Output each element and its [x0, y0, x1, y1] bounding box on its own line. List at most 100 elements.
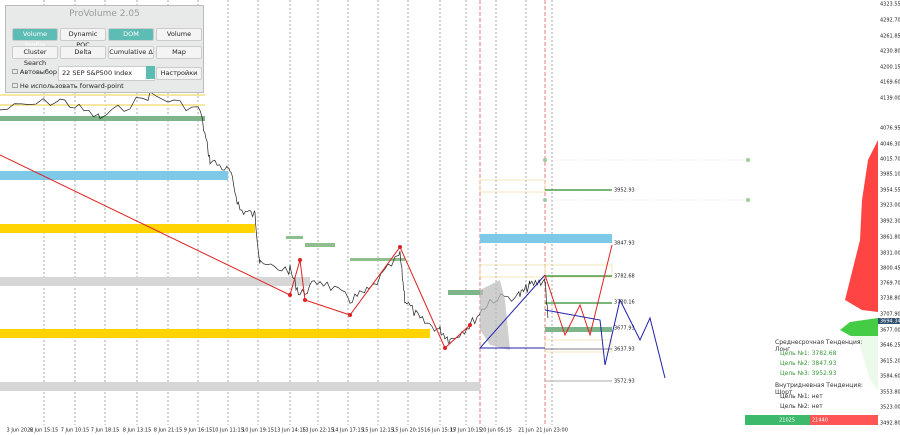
price-label: 3584.60	[880, 374, 900, 380]
mid-target: Цель №2: 3847.93	[780, 360, 837, 367]
panel-button[interactable]: Delta	[60, 46, 106, 59]
auto-checkbox[interactable]: ☐ Автовыбор	[12, 68, 58, 76]
zone-outline	[479, 264, 546, 278]
time-label: 15 Jun 12:15	[362, 428, 394, 434]
forward-label: Не использовать forward-point	[19, 82, 124, 90]
price-label: 3954.55	[880, 188, 900, 194]
instrument-select[interactable]: 22 SEP S&P500 Index	[58, 66, 155, 81]
mid-target: Цель №3: 3952.93	[780, 370, 837, 377]
blue-projection	[544, 298, 666, 379]
auto-label: Автовыбор	[19, 68, 58, 76]
price-line	[0, 91, 549, 344]
price-label: 3831.00	[880, 251, 900, 257]
price-label: 3985.10	[880, 172, 900, 178]
price-label: 3646.25	[880, 343, 900, 349]
zone	[305, 243, 335, 247]
zigzag-point	[468, 323, 472, 327]
zone	[350, 258, 405, 261]
time-label: 15 Jun 20:15	[392, 428, 424, 434]
blue-lines	[478, 274, 546, 349]
axis-bg	[878, 0, 900, 435]
zone	[0, 104, 205, 106]
zone	[0, 277, 310, 286]
zone	[448, 290, 483, 295]
current-price	[878, 318, 900, 324]
price-label: 4076.95	[880, 126, 900, 132]
panel-button[interactable]: Volume Profile	[12, 28, 58, 49]
panel-button[interactable]: Map	[156, 46, 202, 59]
zone	[0, 171, 228, 180]
price-label: 3923.00	[880, 203, 900, 209]
mid-target: Цель №1: 3782.68	[780, 350, 837, 357]
intra-target: Цель №1: нет	[780, 393, 823, 400]
price-label: 3800.45	[880, 266, 900, 272]
price-label: 4015.70	[880, 157, 900, 163]
price-label: 3492.80	[880, 421, 900, 427]
zigzag-point	[398, 245, 402, 249]
price-label: 4323.55	[880, 2, 900, 8]
counter-red	[810, 415, 878, 425]
time-label: 13 Jun 22:15	[302, 428, 334, 434]
zone-outline	[544, 339, 613, 353]
zigzag-point	[288, 293, 292, 297]
zone	[0, 329, 430, 338]
price-label: 3861.80	[880, 235, 900, 241]
zone-outline	[479, 179, 546, 193]
price-label: 4230.80	[880, 49, 900, 55]
price-label: 4169.60	[880, 80, 900, 86]
panel-button[interactable]: Cumulative Δ	[108, 46, 154, 59]
zone	[480, 234, 612, 243]
time-label: 10 Jun 11:15	[212, 428, 244, 434]
zone	[0, 382, 480, 391]
volume-profile	[480, 280, 510, 350]
time-label: 7 Jun 10:15	[61, 428, 90, 434]
time-label: 20 Jun 05:15	[480, 428, 512, 434]
price-label: 4200.15	[880, 65, 900, 71]
counter-value: 21440	[812, 418, 828, 424]
select-arrow[interactable]	[146, 66, 155, 79]
counter-value: 21025	[779, 418, 795, 424]
price-label: 4261.85	[880, 34, 900, 40]
time-label: 21 Jun	[518, 428, 534, 434]
zone	[0, 224, 255, 233]
level-label: 3782.68	[614, 274, 635, 280]
time-label: 21 Jun 23:00	[536, 428, 568, 434]
settings-button[interactable]: Настройки	[156, 67, 202, 80]
time-label: 9 Jun 16:15	[184, 428, 213, 434]
level-label: 3730.16	[614, 300, 635, 306]
price-label: 3677.00	[880, 328, 900, 334]
intra-target: Цель №2: нет	[780, 403, 823, 410]
level-label: 3952.93	[614, 188, 635, 194]
price-label: 3523.00	[880, 405, 900, 411]
time-label: 8 Jun 13:15	[123, 428, 152, 434]
dot	[746, 198, 750, 202]
red-projection	[544, 244, 613, 337]
panel-button[interactable]: DOM	[108, 28, 154, 41]
time-label: 16 Jun 15:15	[424, 428, 456, 434]
panel-button[interactable]: Volume	[156, 28, 202, 41]
zigzag-point	[303, 298, 307, 302]
zone	[0, 94, 205, 96]
price-label: 3769.70	[880, 281, 900, 287]
price-label: 4292.70	[880, 18, 900, 24]
dot	[746, 158, 750, 162]
time-label: 8 Jun 21:15	[154, 428, 183, 434]
time-label: 10 Jun 19:15	[242, 428, 274, 434]
time-label: 7 Jun 18:15	[91, 428, 120, 434]
level-label: 3677.93	[614, 326, 635, 332]
price-label: 3707.90	[880, 312, 900, 318]
level-label: 3572.93	[614, 379, 635, 385]
panel-button[interactable]: Dynamic POC	[60, 28, 106, 49]
level-label: 3847.93	[614, 241, 635, 247]
time-label: 3 Jun 2022	[7, 428, 34, 434]
zigzag-point	[443, 346, 447, 350]
panel-button[interactable]: Cluster Search	[12, 46, 58, 67]
price-label: 3892.30	[880, 219, 900, 225]
zone	[0, 116, 205, 121]
intra-trend: Внутридневная Тенденция: Шорт	[775, 382, 863, 396]
forward-checkbox[interactable]: ☐ Не использовать forward-point	[12, 82, 124, 90]
zone	[286, 236, 303, 239]
counter-green	[745, 415, 840, 425]
